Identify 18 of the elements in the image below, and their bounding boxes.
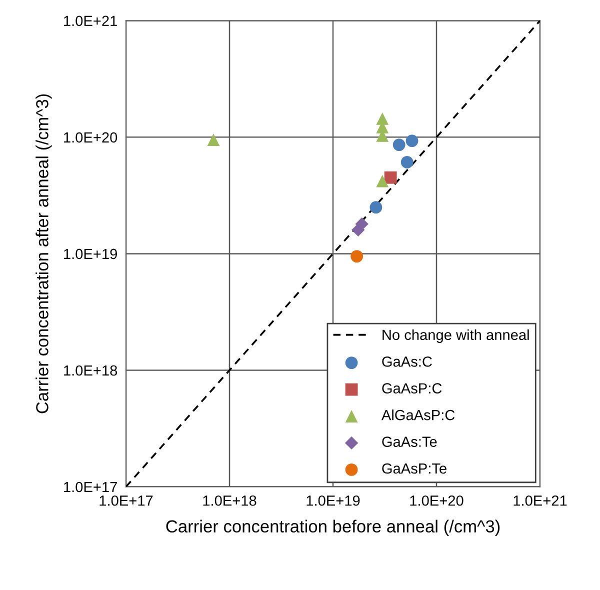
- x-tick-label: 1.0E+17: [100, 495, 153, 506]
- x-tick-label: 1.0E+18: [203, 495, 256, 506]
- x-tick-label: 1.0E+19: [306, 495, 360, 506]
- x-tick-label: 1.0E+21: [514, 495, 567, 506]
- legend-label: GaAsP:C: [382, 383, 442, 394]
- legend-label: GaAs:C: [382, 356, 432, 367]
- x-axis-title: Carrier concentration before anneal (/cm^3): [166, 520, 500, 536]
- y-tick-label: 1.0E+20: [64, 132, 118, 143]
- y-tick-label: 1.0E+17: [64, 482, 117, 492]
- y-tick-label: 1.0E+18: [64, 365, 118, 376]
- legend-label: GaAs:Te: [382, 436, 437, 447]
- y-axis-title: Carrier concentration after anneal (/cm^3): [36, 94, 52, 414]
- legend-label: GaAsP:Te: [382, 463, 446, 474]
- x-tick-label: 1.0E+20: [410, 495, 464, 506]
- y-tick-label: 1.0E+21: [64, 16, 117, 26]
- legend-label: No change with anneal: [382, 329, 529, 343]
- legend-label: AlGaAsP:C: [381, 410, 455, 420]
- y-tick-label: 1.0E+19: [64, 248, 117, 260]
